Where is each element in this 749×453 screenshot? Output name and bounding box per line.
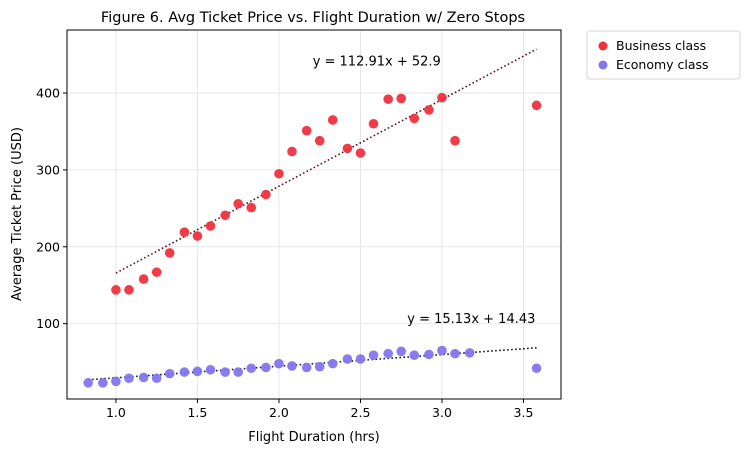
point-business	[314, 135, 325, 146]
point-business	[383, 94, 393, 104]
point-economy	[274, 358, 284, 369]
x-tick-label: 2.0	[269, 405, 289, 420]
x-tick-label: 1.0	[106, 405, 126, 420]
point-economy	[424, 349, 434, 360]
point-economy	[138, 372, 149, 383]
point-business	[437, 92, 447, 103]
point-economy	[450, 348, 460, 359]
point-economy	[98, 378, 108, 388]
legend-frame	[586, 30, 741, 80]
point-business	[287, 146, 297, 157]
x-axis-ticks: 1.0 1.5 2.0 2.5 3.0 3.5	[106, 399, 533, 420]
x-tick-label: 1.5	[187, 405, 207, 420]
point-business	[531, 100, 542, 111]
trendline-equation-business: y = 112.91x + 52.9	[313, 54, 441, 69]
point-economy	[368, 350, 379, 360]
point-business	[124, 285, 134, 295]
point-economy	[233, 367, 243, 377]
point-economy	[111, 376, 121, 387]
point-economy	[124, 373, 134, 384]
legend-label-business: Business class	[616, 38, 706, 53]
point-economy	[205, 364, 216, 375]
y-tick-label: 200	[36, 239, 60, 254]
y-axis-label: Average Ticket Price (USD)	[10, 127, 25, 301]
x-tick-label: 2.5	[351, 405, 371, 420]
point-economy	[383, 348, 393, 359]
trendline-business	[115, 48, 537, 274]
point-business	[355, 148, 366, 158]
gridlines	[67, 30, 561, 399]
point-business	[164, 248, 175, 258]
point-business	[220, 210, 230, 221]
point-economy	[261, 362, 271, 373]
point-business	[368, 118, 379, 129]
y-tick-label: 400	[36, 86, 60, 101]
legend-label-economy: Economy class	[616, 57, 709, 72]
legend-marker-business	[598, 41, 608, 51]
point-business	[301, 125, 312, 136]
point-economy	[396, 346, 407, 357]
point-economy	[355, 354, 366, 364]
point-economy	[409, 350, 420, 360]
point-economy	[464, 348, 475, 358]
point-business	[409, 113, 420, 124]
point-business	[151, 267, 162, 277]
point-economy	[314, 361, 325, 372]
y-tick-label: 300	[36, 162, 60, 177]
point-economy	[192, 366, 203, 377]
point-economy	[179, 367, 190, 377]
plot-frame	[66, 29, 562, 400]
legend: Business class Economy class	[586, 30, 741, 80]
point-economy	[342, 354, 353, 364]
point-business	[261, 189, 271, 200]
point-economy	[301, 362, 312, 373]
x-axis-label: Flight Duration (hrs)	[248, 430, 380, 445]
point-business	[246, 202, 257, 213]
point-economy	[327, 358, 338, 369]
point-economy	[437, 345, 447, 356]
point-economy	[151, 373, 162, 384]
trendline-annotations: y = 112.91x + 52.9 y = 15.13x + 14.43	[313, 54, 536, 327]
point-business	[233, 198, 243, 209]
point-business	[205, 221, 216, 231]
data-points	[83, 92, 542, 388]
point-business	[111, 285, 121, 295]
point-economy	[220, 367, 230, 377]
point-economy	[531, 363, 542, 374]
point-business	[424, 105, 434, 115]
point-business	[192, 231, 203, 241]
point-business	[450, 135, 460, 146]
point-economy	[246, 363, 257, 374]
trendlines	[88, 48, 537, 381]
y-tick-label: 100	[36, 316, 60, 331]
point-economy	[287, 361, 297, 371]
point-business	[138, 274, 149, 284]
point-economy	[83, 378, 93, 388]
x-tick-label: 3.0	[432, 405, 452, 420]
legend-marker-economy	[598, 60, 608, 70]
point-economy	[164, 368, 175, 379]
point-business	[327, 115, 338, 125]
chart-title: Figure 6. Avg Ticket Price vs. Flight Du…	[101, 10, 525, 26]
point-business	[342, 143, 353, 154]
x-tick-label: 3.5	[514, 405, 534, 420]
trendline-equation-economy: y = 15.13x + 14.43	[407, 312, 535, 327]
point-business	[396, 93, 407, 104]
point-business	[274, 168, 284, 179]
trendline-economy	[88, 347, 537, 381]
y-axis-ticks: 100 200 300 400	[36, 86, 67, 331]
point-business	[179, 227, 190, 237]
